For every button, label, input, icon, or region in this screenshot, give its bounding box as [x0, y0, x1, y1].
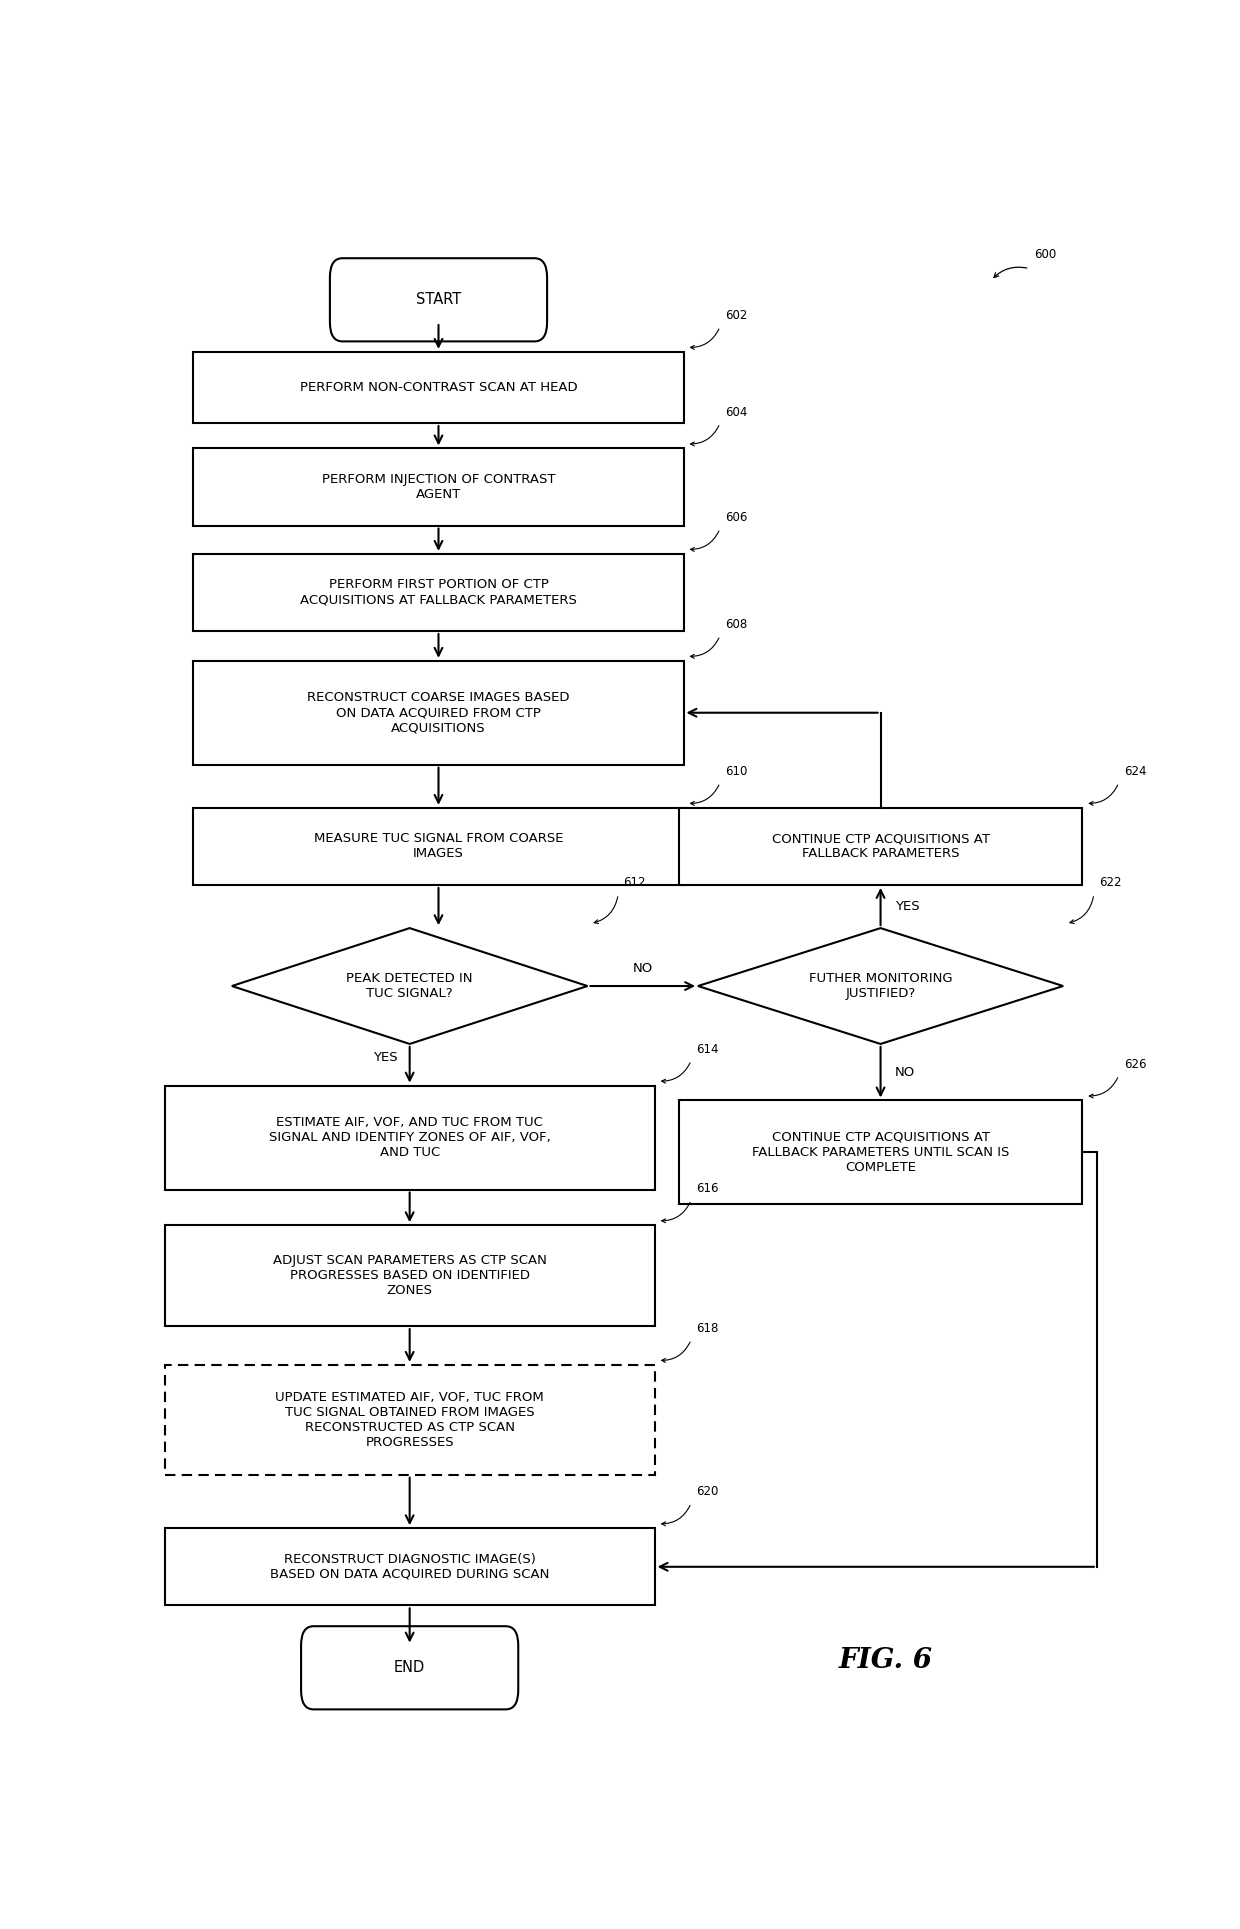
Text: PEAK DETECTED IN
TUC SIGNAL?: PEAK DETECTED IN TUC SIGNAL? [346, 972, 472, 999]
Text: 612: 612 [622, 876, 646, 889]
Text: 604: 604 [725, 405, 748, 419]
Text: 618: 618 [696, 1321, 718, 1335]
Polygon shape [232, 928, 588, 1044]
Text: RECONSTRUCT COARSE IMAGES BASED
ON DATA ACQUIRED FROM CTP
ACQUISITIONS: RECONSTRUCT COARSE IMAGES BASED ON DATA … [308, 691, 569, 735]
Text: MEASURE TUC SIGNAL FROM COARSE
IMAGES: MEASURE TUC SIGNAL FROM COARSE IMAGES [314, 833, 563, 860]
Text: 624: 624 [1123, 766, 1146, 777]
Text: PERFORM FIRST PORTION OF CTP
ACQUISITIONS AT FALLBACK PARAMETERS: PERFORM FIRST PORTION OF CTP ACQUISITION… [300, 579, 577, 606]
FancyBboxPatch shape [165, 1225, 655, 1325]
Text: CONTINUE CTP ACQUISITIONS AT
FALLBACK PARAMETERS UNTIL SCAN IS
COMPLETE: CONTINUE CTP ACQUISITIONS AT FALLBACK PA… [751, 1130, 1009, 1175]
Text: PERFORM INJECTION OF CONTRAST
AGENT: PERFORM INJECTION OF CONTRAST AGENT [321, 473, 556, 502]
Text: UPDATE ESTIMATED AIF, VOF, TUC FROM
TUC SIGNAL OBTAINED FROM IMAGES
RECONSTRUCTE: UPDATE ESTIMATED AIF, VOF, TUC FROM TUC … [275, 1391, 544, 1449]
Text: END: END [394, 1661, 425, 1674]
Text: 608: 608 [725, 617, 748, 631]
FancyBboxPatch shape [330, 258, 547, 341]
Text: ESTIMATE AIF, VOF, AND TUC FROM TUC
SIGNAL AND IDENTIFY ZONES OF AIF, VOF,
AND T: ESTIMATE AIF, VOF, AND TUC FROM TUC SIGN… [269, 1117, 551, 1159]
Text: FUTHER MONITORING
JUSTIFIED?: FUTHER MONITORING JUSTIFIED? [808, 972, 952, 999]
FancyBboxPatch shape [165, 1366, 655, 1474]
Text: ADJUST SCAN PARAMETERS AS CTP SCAN
PROGRESSES BASED ON IDENTIFIED
ZONES: ADJUST SCAN PARAMETERS AS CTP SCAN PROGR… [273, 1254, 547, 1296]
Text: 622: 622 [1099, 876, 1121, 889]
FancyBboxPatch shape [678, 808, 1083, 885]
Text: CONTINUE CTP ACQUISITIONS AT
FALLBACK PARAMETERS: CONTINUE CTP ACQUISITIONS AT FALLBACK PA… [771, 833, 990, 860]
Polygon shape [698, 928, 1063, 1044]
FancyBboxPatch shape [193, 351, 683, 422]
FancyBboxPatch shape [193, 448, 683, 525]
Text: 610: 610 [725, 766, 748, 777]
Text: YES: YES [895, 901, 920, 912]
Text: 606: 606 [725, 511, 748, 525]
Text: 616: 616 [696, 1182, 718, 1196]
FancyBboxPatch shape [193, 554, 683, 631]
Text: NO: NO [894, 1065, 915, 1078]
FancyBboxPatch shape [678, 1100, 1083, 1204]
FancyBboxPatch shape [165, 1086, 655, 1190]
Text: YES: YES [373, 1051, 398, 1063]
Text: 600: 600 [1034, 249, 1056, 260]
Text: RECONSTRUCT DIAGNOSTIC IMAGE(S)
BASED ON DATA ACQUIRED DURING SCAN: RECONSTRUCT DIAGNOSTIC IMAGE(S) BASED ON… [270, 1553, 549, 1580]
Text: 614: 614 [696, 1044, 718, 1055]
FancyBboxPatch shape [193, 662, 683, 764]
FancyBboxPatch shape [193, 808, 683, 885]
Text: 620: 620 [696, 1485, 718, 1499]
Text: START: START [415, 293, 461, 307]
Text: 626: 626 [1123, 1057, 1146, 1071]
FancyBboxPatch shape [301, 1626, 518, 1709]
Text: PERFORM NON-CONTRAST SCAN AT HEAD: PERFORM NON-CONTRAST SCAN AT HEAD [300, 380, 578, 394]
FancyBboxPatch shape [165, 1528, 655, 1605]
Text: NO: NO [632, 963, 652, 974]
Text: FIG. 6: FIG. 6 [838, 1647, 932, 1674]
Text: 602: 602 [725, 309, 748, 322]
